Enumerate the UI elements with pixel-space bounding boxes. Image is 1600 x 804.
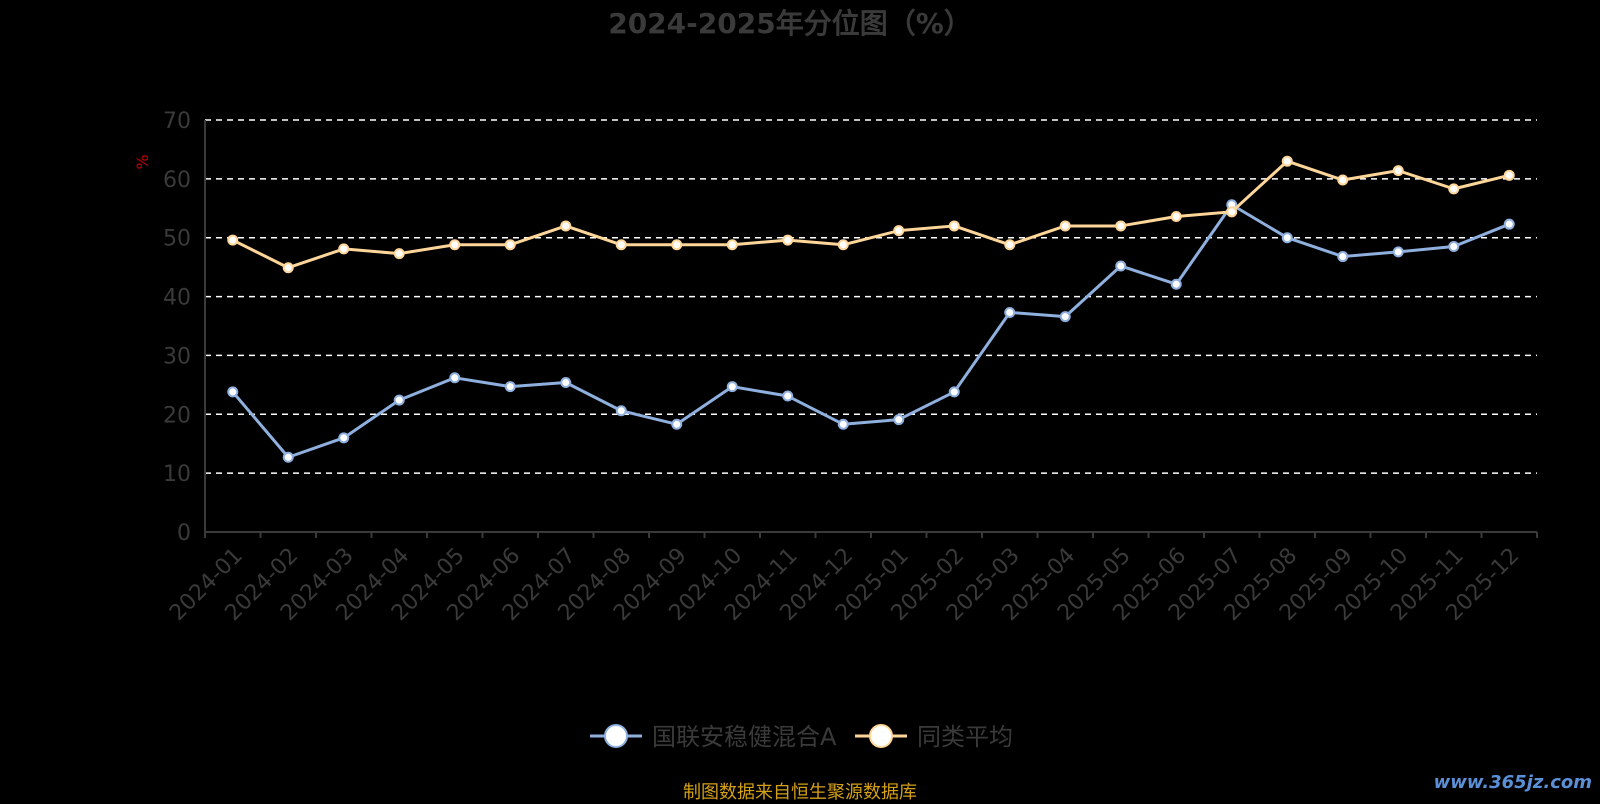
y-tick-label: 60	[163, 168, 191, 193]
data-point	[726, 239, 738, 251]
y-tick-label: 30	[163, 344, 191, 369]
data-point	[1503, 169, 1515, 181]
data-point	[782, 390, 794, 402]
data-source-note: 制图数据来自恒生聚源数据库	[683, 782, 917, 803]
data-point	[227, 386, 239, 398]
x-tick-labels: 2024-012024-022024-032024-042024-052024-…	[165, 543, 1524, 626]
y-tick-label: 10	[163, 462, 191, 487]
y-tick-label: 40	[163, 286, 191, 311]
y-axis-label: %	[133, 154, 152, 169]
data-point	[560, 220, 572, 232]
data-point	[449, 372, 461, 384]
y-tick-label: 70	[163, 109, 191, 134]
data-point	[338, 432, 350, 444]
data-point	[449, 239, 461, 251]
legend-item-0[interactable]: 国联安稳健混合A	[590, 723, 837, 751]
data-point	[1503, 218, 1515, 230]
data-point	[1226, 206, 1238, 218]
legend-label: 同类平均	[917, 723, 1013, 751]
legend-marker	[604, 724, 628, 748]
data-point	[504, 239, 516, 251]
data-point	[837, 239, 849, 251]
legend-marker	[869, 724, 893, 748]
data-point	[893, 225, 905, 237]
data-point	[1448, 183, 1460, 195]
data-point	[227, 234, 239, 246]
grid-lines	[205, 119, 1537, 474]
data-point	[615, 405, 627, 417]
watermark: www.365jz.com	[1433, 772, 1592, 793]
data-point	[782, 234, 794, 246]
data-point	[948, 386, 960, 398]
data-point	[1392, 246, 1404, 258]
data-point	[1059, 311, 1071, 323]
data-point	[1337, 174, 1349, 186]
data-point	[893, 414, 905, 426]
data-point	[948, 220, 960, 232]
legend[interactable]: 国联安稳健混合A 同类平均	[590, 723, 1013, 751]
series-0	[227, 199, 1515, 463]
data-point	[1059, 220, 1071, 232]
data-point	[1448, 241, 1460, 253]
data-point	[1337, 251, 1349, 263]
data-point	[282, 262, 294, 274]
data-point	[1170, 278, 1182, 290]
legend-label: 国联安稳健混合A	[652, 723, 837, 751]
data-point	[726, 381, 738, 393]
data-point	[282, 451, 294, 463]
data-point	[1392, 165, 1404, 177]
data-point	[1281, 232, 1293, 244]
data-point	[560, 377, 572, 389]
data-point	[393, 394, 405, 406]
y-tick-labels: 0 10 20 30 40 50 60 70	[163, 109, 191, 546]
legend-item-1[interactable]: 同类平均	[855, 723, 1013, 751]
axes	[204, 120, 1538, 538]
data-point	[671, 239, 683, 251]
data-point	[1115, 220, 1127, 232]
data-point	[1115, 260, 1127, 272]
data-point	[1170, 211, 1182, 223]
data-point	[1004, 306, 1016, 318]
y-tick-label: 0	[177, 521, 191, 546]
data-point	[504, 381, 516, 393]
data-point	[393, 248, 405, 260]
series-line	[231, 203, 1510, 459]
chart-title: 2024-2025年分位图（%）	[608, 7, 972, 40]
data-point	[671, 418, 683, 430]
y-tick-label: 20	[163, 403, 191, 428]
y-tick-label: 50	[163, 227, 191, 252]
series-line	[232, 159, 1510, 270]
data-point	[1004, 239, 1016, 251]
data-point	[615, 239, 627, 251]
data-point	[338, 243, 350, 255]
series-1	[227, 155, 1515, 274]
series-lines	[227, 155, 1515, 463]
data-point	[837, 418, 849, 430]
data-point	[1281, 155, 1293, 167]
